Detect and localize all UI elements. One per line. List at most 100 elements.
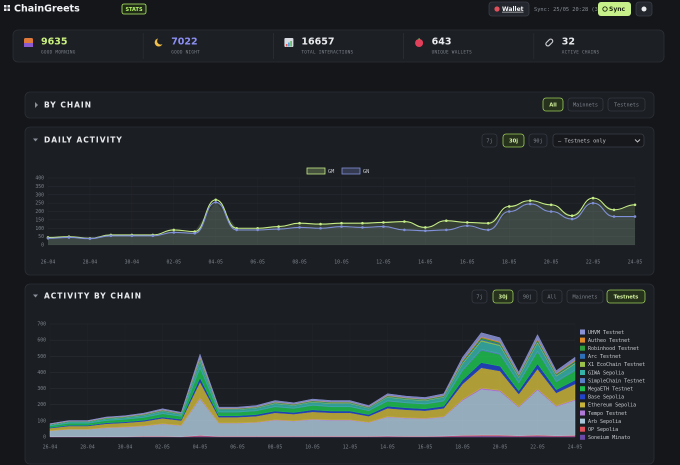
- legend-label: Tempo Testnet: [588, 411, 627, 417]
- filter-label[interactable]: Testnets: [614, 294, 639, 300]
- filter-label[interactable]: Mainnets: [573, 294, 598, 300]
- filter-button[interactable]: [528, 133, 548, 148]
- legend-label: X1 EcoChain Testnet: [588, 362, 645, 368]
- filter-button[interactable]: [607, 97, 646, 112]
- x-tick-label: 26-04: [43, 445, 58, 451]
- x-tick-label: 16-05: [460, 260, 475, 266]
- data-point: [277, 225, 280, 228]
- badge: STATS: [125, 7, 143, 13]
- filter-label[interactable]: 7j: [476, 294, 482, 300]
- filter-button[interactable]: [471, 289, 488, 304]
- stack-area: [49, 332, 576, 425]
- data-point: [193, 231, 197, 235]
- legend-swatch: [580, 361, 585, 367]
- legend-label: SimpleChain Testnet: [588, 378, 645, 384]
- network-dropdown[interactable]: [552, 133, 645, 148]
- x-tick-label: 22-05: [586, 260, 601, 266]
- legend-label: UHVM Testnet: [588, 330, 624, 336]
- expand-icon[interactable]: [35, 102, 38, 108]
- stat-label: TOTAL INTERACTIONS: [301, 50, 353, 56]
- legend-label: Base Sepolia: [588, 395, 624, 401]
- daily-panel: [24, 126, 655, 276]
- data-point: [298, 221, 301, 225]
- stat-label: ACTIVE CHAINS: [562, 50, 600, 56]
- filter-label[interactable]: Testnets: [614, 102, 639, 108]
- sync-button[interactable]: [598, 2, 631, 16]
- legend-swatch: [580, 345, 585, 351]
- data-point: [172, 228, 176, 232]
- y-tick-label: 300: [37, 386, 46, 392]
- filter-button[interactable]: [566, 289, 604, 304]
- x-tick-label: 28-04: [83, 260, 98, 266]
- data-point: [46, 237, 50, 240]
- stat-value: 7022: [171, 37, 197, 48]
- legend-swatch: [306, 167, 326, 175]
- y-tick-label: 100: [37, 418, 46, 424]
- data-point: [340, 225, 343, 228]
- data-point: [465, 224, 469, 228]
- filter-label[interactable]: 90j: [523, 294, 532, 300]
- filter-button[interactable]: [541, 289, 563, 304]
- x-tick-label: 02-05: [167, 260, 182, 266]
- data-point: [507, 210, 511, 213]
- y-tick-label: 400: [35, 176, 44, 182]
- data-point: [528, 202, 532, 206]
- legend-swatch: [580, 378, 585, 384]
- x-tick-label: 28-04: [80, 445, 95, 451]
- filter-label[interactable]: 30j: [499, 294, 508, 300]
- wallet-label[interactable]: Wallet: [502, 6, 524, 13]
- data-point: [570, 217, 574, 221]
- filter-label[interactable]: 7j: [486, 138, 492, 144]
- stat-icon: [157, 37, 165, 45]
- x-tick-label: 12-05: [376, 260, 391, 266]
- legend-swatch: [580, 394, 585, 400]
- filter-button[interactable]: [492, 289, 514, 304]
- stat-value: 9635: [41, 37, 67, 48]
- legend-label: GIWA Sepolia: [588, 370, 624, 376]
- filter-button[interactable]: [481, 133, 498, 148]
- sync-label[interactable]: Sync: [609, 6, 626, 13]
- filter-button[interactable]: [502, 133, 525, 148]
- filter-label[interactable]: 30j: [509, 138, 518, 144]
- wallet-button[interactable]: [488, 1, 530, 17]
- data-point: [633, 203, 637, 207]
- legend-swatch: [580, 410, 585, 416]
- x-tick-label: 14-05: [418, 260, 433, 266]
- data-point: [277, 227, 280, 231]
- data-point: [403, 220, 406, 223]
- stat-icon: [415, 39, 424, 47]
- logo-icon: [4, 5, 10, 11]
- y-tick-label: 150: [35, 217, 44, 223]
- filter-button[interactable]: [542, 97, 564, 112]
- filter-label[interactable]: All: [549, 102, 557, 108]
- legend-label: Autheo Testnet: [588, 338, 630, 344]
- filter-button[interactable]: [567, 97, 604, 112]
- data-point: [298, 226, 301, 229]
- data-point: [591, 196, 595, 200]
- stat-label: GOOD NIGHT: [171, 50, 200, 56]
- collapse-icon[interactable]: [33, 138, 38, 142]
- filter-button[interactable]: [606, 289, 646, 304]
- legend-swatch: [580, 353, 585, 359]
- filter-label[interactable]: All: [547, 294, 556, 300]
- data-point: [109, 234, 113, 238]
- y-tick-label: 100: [35, 226, 44, 232]
- filter-label[interactable]: 90j: [533, 138, 542, 144]
- legend-label: Ethereum Sepolia: [588, 403, 636, 409]
- collapse-icon[interactable]: [33, 294, 38, 298]
- data-point: [465, 221, 469, 224]
- y-tick-label: 200: [35, 209, 44, 215]
- data-point: [633, 215, 637, 218]
- stat-value: 16657: [301, 37, 334, 48]
- y-tick-label: 0: [41, 243, 44, 249]
- data-point: [507, 205, 511, 208]
- filter-label[interactable]: Mainnets: [573, 102, 598, 108]
- y-tick-label: 200: [37, 402, 46, 408]
- y-tick-label: 600: [37, 338, 46, 344]
- filter-button[interactable]: [517, 289, 538, 304]
- x-tick-label: 18-05: [455, 445, 470, 451]
- dropdown-label[interactable]: — Testnets only: [558, 138, 606, 144]
- stat-icon: [288, 42, 290, 47]
- data-point: [130, 234, 134, 238]
